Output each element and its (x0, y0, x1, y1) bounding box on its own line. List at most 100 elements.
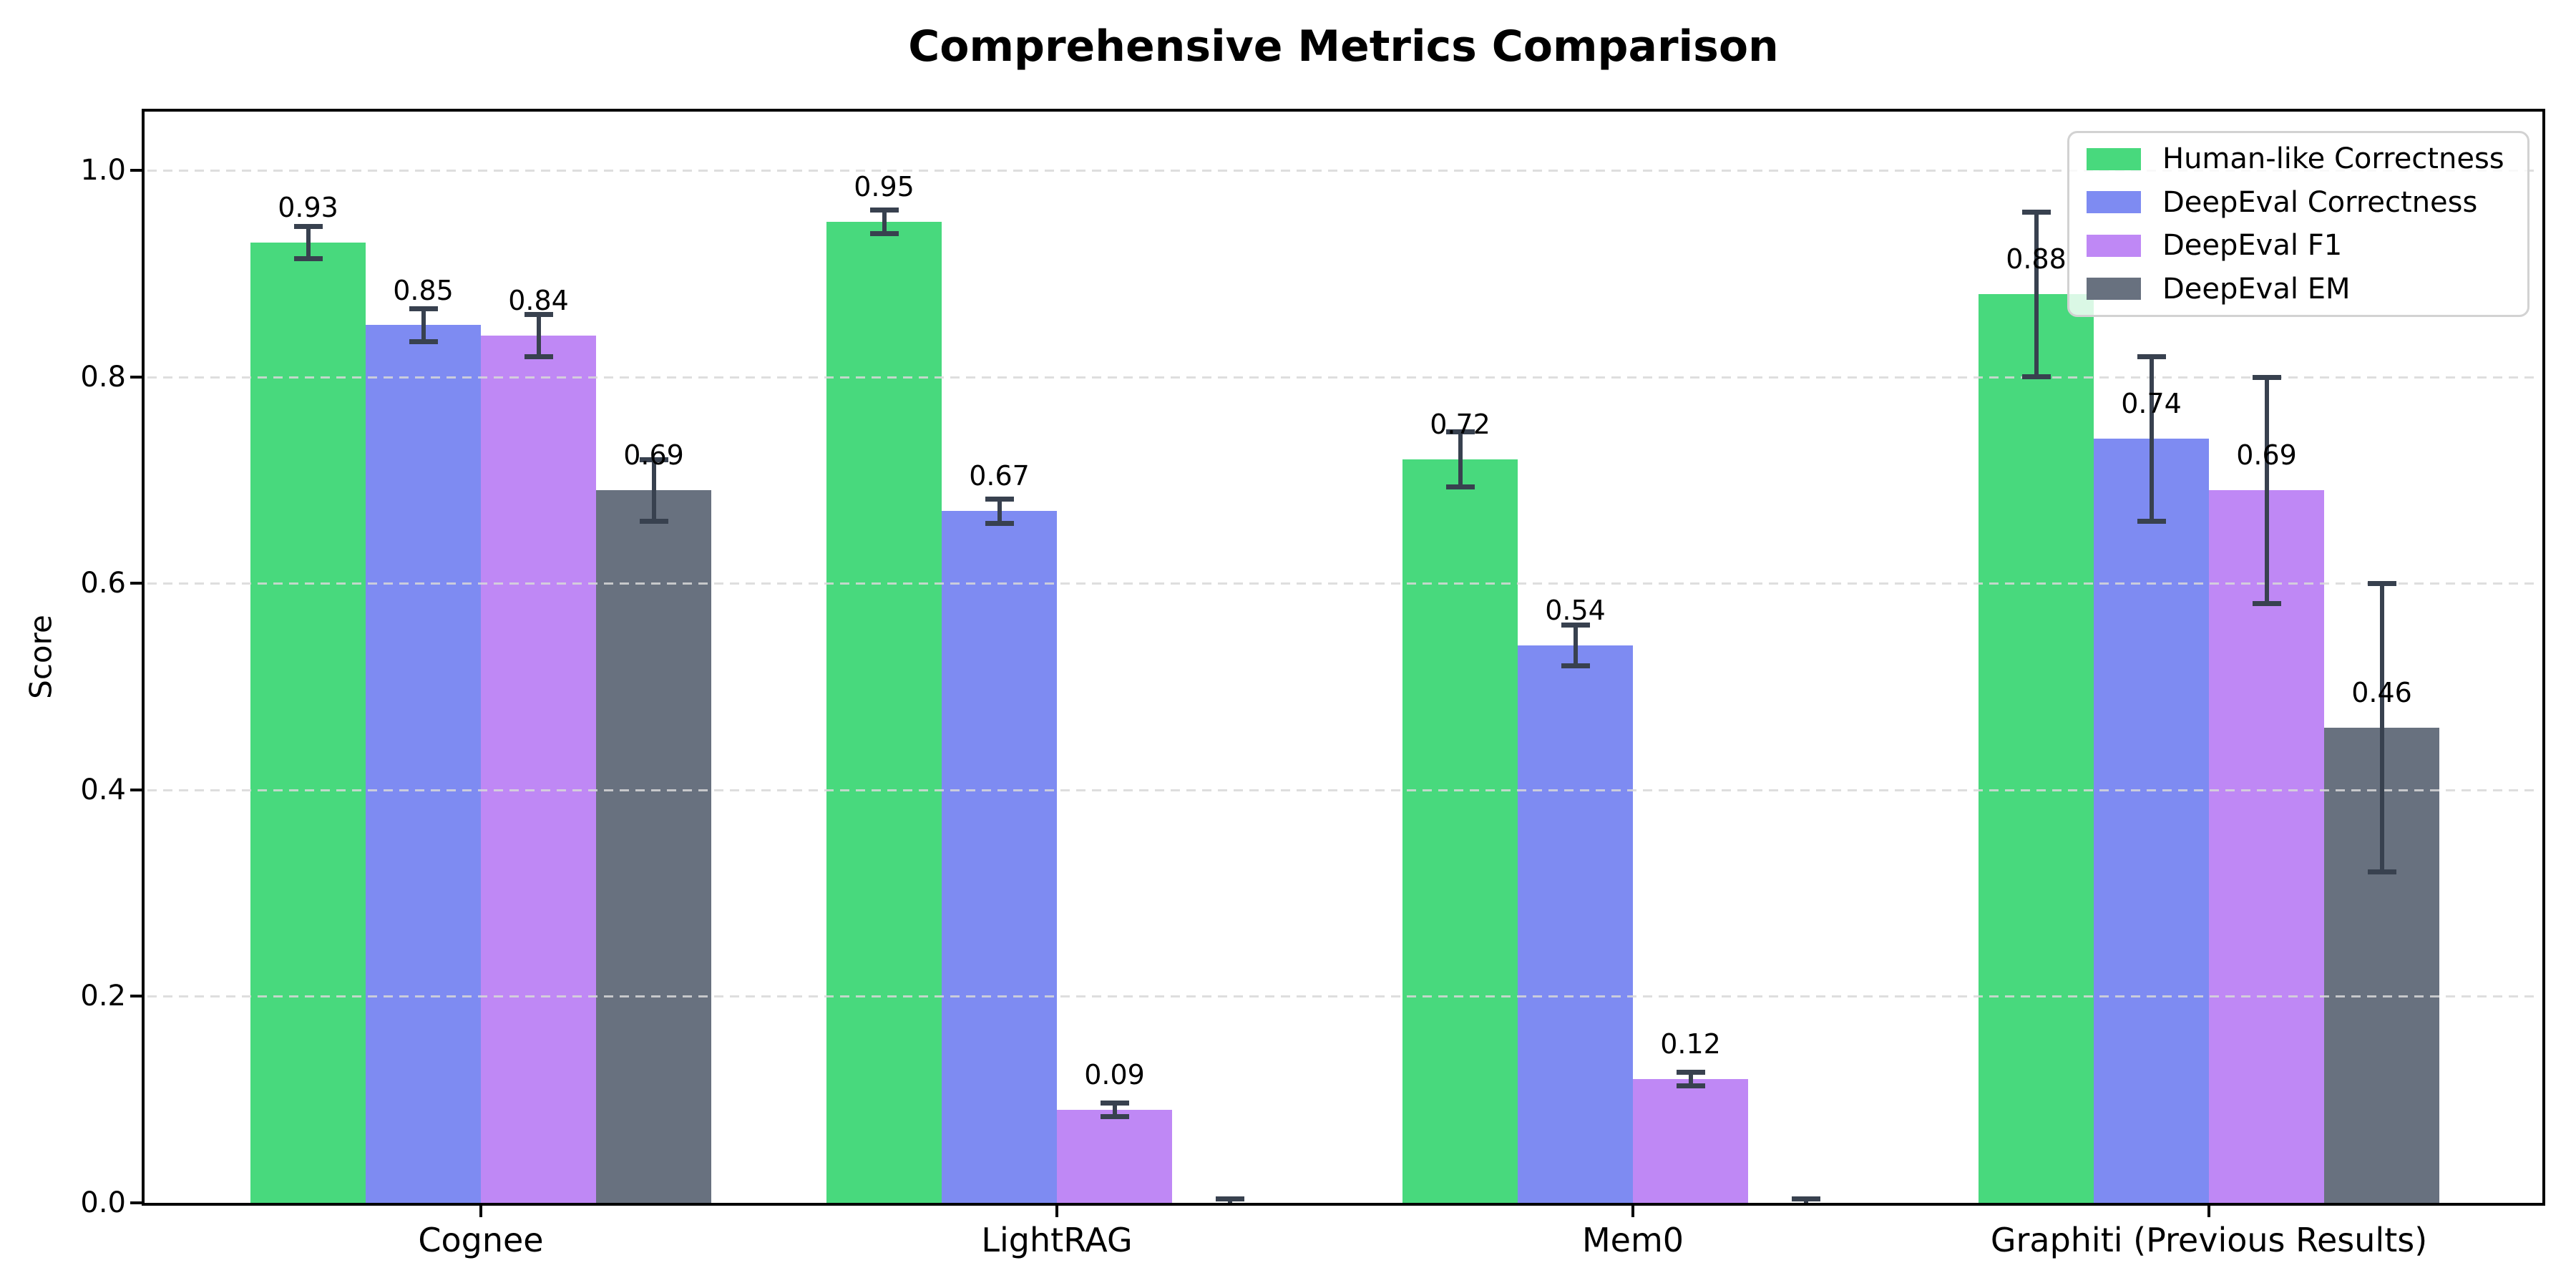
error-bar-cap-top (1791, 1196, 1820, 1202)
chart-title: Comprehensive Metrics Comparison (908, 21, 1779, 72)
legend-swatch (2087, 147, 2141, 170)
error-bar-line (1573, 624, 1578, 666)
error-bar-cap-bottom (2137, 518, 2166, 524)
bar-value-label: 0.72 (1430, 409, 1491, 441)
error-bar-line (306, 225, 311, 260)
error-bar-cap-top (2021, 209, 2051, 215)
bar-value-label: 0.46 (2351, 677, 2412, 709)
error-bar-line (997, 498, 1002, 524)
error-bar-cap-bottom (2367, 869, 2396, 875)
bar (481, 335, 596, 1203)
error-bar-cap-bottom (409, 338, 438, 344)
grid-line (147, 789, 2540, 791)
legend-swatch (2087, 234, 2141, 257)
error-bar-cap-top (1215, 1196, 1244, 1202)
x-tick (2207, 1203, 2210, 1217)
grid-line (147, 995, 2540, 998)
grid-line (147, 170, 2540, 172)
y-tick (130, 995, 145, 998)
error-bar-line (2149, 356, 2154, 522)
error-bar-cap-bottom (1676, 1083, 1705, 1088)
bar-value-label: 0.69 (623, 439, 684, 472)
x-tick-label: Graphiti (Previous Results) (1990, 1221, 2428, 1259)
legend: Human-like Correctness DeepEval Correctne… (2067, 131, 2529, 317)
error-bar-cap-bottom (293, 256, 323, 262)
bar-value-label: 0.74 (2121, 388, 2182, 420)
bar (250, 243, 366, 1203)
error-bar-cap-bottom (2021, 374, 2051, 379)
y-tick-label: 1.0 (80, 154, 126, 187)
error-bar-cap-bottom (1445, 484, 1475, 489)
bar (366, 325, 481, 1203)
bar (2094, 439, 2209, 1203)
error-bar-line (2034, 211, 2039, 377)
grid-line (147, 376, 2540, 379)
legend-row: DeepEval EM (2087, 268, 2527, 311)
bar (942, 511, 1057, 1203)
bar-value-label: 0.88 (2006, 243, 2067, 275)
bar-value-label: 0.12 (1660, 1028, 1721, 1060)
error-bar-cap-top (639, 457, 668, 463)
bar (596, 490, 711, 1203)
bar (1402, 459, 1518, 1203)
legend-label: DeepEval Correctness (2162, 185, 2478, 219)
x-tick-label: LightRAG (981, 1221, 1133, 1259)
bar (1633, 1078, 1748, 1203)
y-tick (130, 375, 145, 379)
bar (826, 222, 942, 1203)
bar-value-label: 0.69 (2236, 439, 2297, 472)
bar-value-label: 0.67 (969, 460, 1030, 492)
legend-label: DeepEval EM (2162, 272, 2351, 306)
bar-value-label: 0.85 (393, 274, 454, 306)
legend-swatch (2087, 191, 2141, 214)
y-tick-label: 0.8 (80, 360, 126, 394)
error-bar-cap-bottom (1100, 1114, 1129, 1120)
legend-label: Human-like Correctness (2162, 142, 2504, 176)
error-bar-cap-bottom (639, 518, 668, 524)
error-bar-line (1688, 1071, 1693, 1086)
bar-value-label: 0.84 (508, 285, 569, 317)
y-tick (130, 788, 145, 791)
error-bar-cap-top (293, 223, 323, 229)
legend-label: DeepEval F1 (2162, 229, 2343, 263)
error-bar-line (2264, 376, 2269, 605)
error-bar-cap-top (409, 306, 438, 312)
error-bar-cap-top (2137, 353, 2166, 359)
error-bar-cap-top (1676, 1069, 1705, 1075)
error-bar-cap-top (1561, 622, 1590, 628)
error-bar-cap-top (1100, 1101, 1129, 1106)
legend-row: Human-like Correctness (2087, 137, 2527, 181)
grid-line (147, 582, 2540, 585)
bar (2209, 490, 2324, 1203)
error-bar-line (882, 209, 887, 235)
error-bar-line (2379, 583, 2384, 873)
y-tick-label: 0.6 (80, 567, 126, 600)
error-bar-line (1112, 1103, 1117, 1118)
error-bar-line (536, 313, 541, 358)
bar (1518, 645, 1633, 1203)
x-tick (1055, 1203, 1058, 1217)
error-bar-cap-top (524, 311, 553, 317)
y-tick-label: 0.2 (80, 980, 126, 1013)
error-bar-cap-top (869, 207, 899, 213)
error-bar-line (651, 459, 656, 522)
y-tick (130, 169, 145, 172)
error-bar-cap-top (2367, 581, 2396, 587)
y-tick (130, 1201, 145, 1204)
y-tick-label: 0.4 (80, 773, 126, 806)
bar-value-label: 0.95 (854, 171, 914, 203)
error-bar-cap-top (1445, 429, 1475, 435)
x-tick (1631, 1203, 1634, 1217)
error-bar-cap-bottom (869, 231, 899, 237)
error-bar-cap-bottom (1561, 663, 1590, 668)
x-tick-label: Cognee (418, 1221, 544, 1259)
bar-value-label: 0.09 (1084, 1059, 1145, 1091)
legend-swatch (2087, 278, 2141, 301)
bar-value-label: 0.54 (1545, 594, 1606, 626)
bar-value-label: 0.93 (278, 192, 338, 224)
error-bar-cap-top (985, 496, 1014, 502)
error-bar-cap-bottom (524, 354, 553, 360)
legend-row: DeepEval F1 (2087, 224, 2527, 268)
